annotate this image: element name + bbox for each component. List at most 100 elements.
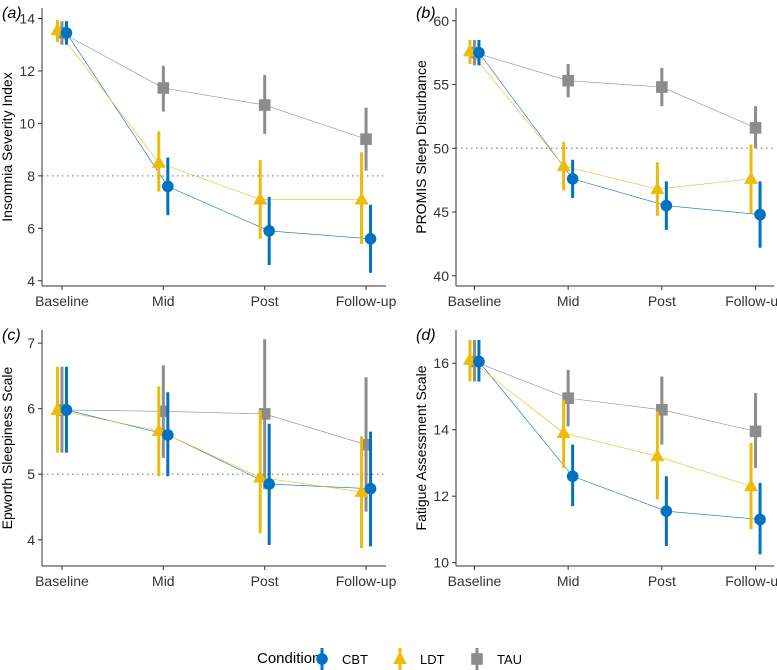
series-line-ldt <box>469 359 752 487</box>
point-tau <box>360 133 372 145</box>
legend-label: LDT <box>420 652 445 667</box>
x-tick-label: Mid <box>152 293 175 309</box>
y-tick-label: 50 <box>433 140 449 156</box>
y-tick-label: 6 <box>27 401 35 417</box>
series-line-tau <box>474 52 756 129</box>
point-cbt <box>754 513 766 526</box>
y-tick-label: 12 <box>19 63 35 79</box>
panel-label: (a) <box>2 5 22 22</box>
x-tick-label: Mid <box>557 573 580 589</box>
y-tick-label: 7 <box>27 335 35 351</box>
y-tick-label: 14 <box>433 422 449 438</box>
y-tick-label: 16 <box>433 355 449 371</box>
legend-item-ldt: LDT <box>393 648 445 670</box>
x-tick-label: Baseline <box>35 573 89 589</box>
y-tick-label: 10 <box>19 115 35 131</box>
legend-marker <box>316 653 328 665</box>
point-ldt <box>556 158 571 172</box>
panel-label: (d) <box>416 327 436 344</box>
series-line-tau <box>61 32 367 140</box>
x-tick-label: Baseline <box>448 293 502 309</box>
series-line-cbt <box>66 409 371 489</box>
point-cbt <box>162 180 174 193</box>
point-cbt <box>566 173 579 185</box>
panel-b: 40 45 50 55 60 Baseline Mid Post Follow-up PROMIS… <box>413 5 777 309</box>
point-cbt <box>364 232 377 245</box>
x-tick-label: Follow-up <box>336 573 397 589</box>
point-tau <box>562 392 574 404</box>
y-tick-label: 45 <box>433 204 449 220</box>
point-tau <box>258 408 271 420</box>
point-cbt <box>263 478 275 490</box>
y-tick-label: 10 <box>433 555 449 571</box>
point-ldt <box>556 425 571 439</box>
x-tick-label: Follow-up <box>336 293 397 309</box>
point-tau <box>749 122 762 134</box>
series-line-tau <box>61 409 367 446</box>
point-ldt <box>151 155 166 168</box>
point-ldt <box>151 423 166 436</box>
y-tick-label: 8 <box>27 168 35 184</box>
series-line-ldt <box>57 409 362 493</box>
point-ldt <box>650 448 665 462</box>
legend-items: CBT LDT TAU <box>316 648 522 670</box>
x-tick-label: Baseline <box>35 293 89 309</box>
series-line-ldt <box>469 51 752 190</box>
point-cbt <box>473 46 485 59</box>
legend-item-cbt: CBT <box>316 648 368 670</box>
legend-item-tau: TAU <box>471 648 522 670</box>
point-cbt <box>660 199 673 212</box>
legend: Condition CBT LDT TAU <box>257 648 522 670</box>
y-tick-label: 14 <box>19 10 35 26</box>
point-ldt <box>744 478 759 492</box>
y-tick-label: 55 <box>433 77 449 93</box>
legend-marker <box>471 653 483 665</box>
panel-label: (b) <box>416 5 436 22</box>
point-ldt <box>253 470 268 483</box>
point-tau <box>360 438 372 451</box>
point-tau <box>656 81 668 93</box>
series-line-tau <box>474 361 756 432</box>
point-tau <box>157 405 170 418</box>
y-tick-label: 12 <box>433 488 449 504</box>
point-tau <box>157 82 170 94</box>
point-ldt <box>744 171 759 184</box>
x-tick-label: Follow-up <box>725 573 777 589</box>
series-line-cbt <box>66 32 371 240</box>
point-tau <box>656 403 668 416</box>
y-tick-label: 5 <box>27 466 35 482</box>
point-ldt <box>354 191 369 205</box>
x-tick-label: Post <box>648 573 676 589</box>
point-cbt <box>364 482 377 495</box>
x-tick-label: Post <box>648 293 676 309</box>
series-line-cbt <box>478 52 761 215</box>
series-line-cbt <box>478 361 761 520</box>
point-tau <box>749 425 762 438</box>
x-tick-label: Mid <box>152 573 175 589</box>
x-tick-label: Post <box>251 293 279 309</box>
x-tick-label: Post <box>251 573 279 589</box>
x-tick-label: Mid <box>557 293 580 309</box>
point-ldt <box>253 191 268 205</box>
point-cbt <box>473 355 485 368</box>
panel-d: 10 12 14 16 Baseline Mid Post Follow-up Fatigue … <box>413 327 777 589</box>
y-axis-title: Fatigue Assessment Scale <box>413 365 429 530</box>
series-line-ldt <box>57 30 362 200</box>
y-tick-label: 6 <box>27 220 35 236</box>
point-ldt <box>650 181 665 195</box>
point-cbt <box>263 225 275 237</box>
point-tau <box>258 99 271 111</box>
point-cbt <box>566 470 579 483</box>
panel-c: 4 5 6 7 Baseline Mid Post Follow-up Epworth Slee… <box>0 327 397 589</box>
point-tau <box>562 74 574 87</box>
y-axis-title: Epworth Sleepiness Scale <box>0 366 15 529</box>
point-cbt <box>162 429 174 441</box>
point-ldt <box>50 402 65 415</box>
panels: 4 6 8 10 12 14 Baseline Mid Post Follow-up Insomni… <box>0 5 777 589</box>
y-axis-title: PROMIS Sleep Disturbance <box>413 60 429 234</box>
legend-label: TAU <box>497 652 522 667</box>
panel-label: (c) <box>2 327 21 344</box>
point-cbt <box>60 404 73 416</box>
legend-marker <box>393 651 407 664</box>
